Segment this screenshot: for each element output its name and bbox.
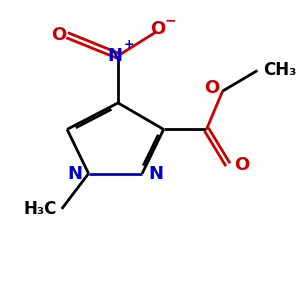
Text: H₃C: H₃C <box>23 200 56 218</box>
Text: CH₃: CH₃ <box>263 61 296 80</box>
Text: O: O <box>151 20 166 38</box>
Text: N: N <box>108 47 123 65</box>
Text: N: N <box>68 165 82 183</box>
Text: O: O <box>234 156 249 174</box>
Text: O: O <box>204 79 220 97</box>
Text: O: O <box>51 26 67 44</box>
Text: −: − <box>164 14 176 27</box>
Text: N: N <box>148 165 163 183</box>
Text: +: + <box>123 38 134 50</box>
